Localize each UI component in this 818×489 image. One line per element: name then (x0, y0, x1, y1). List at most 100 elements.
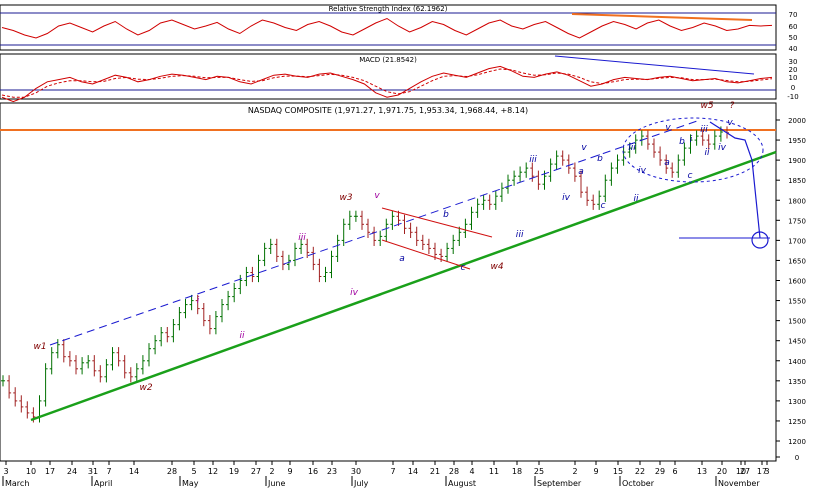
price-tick-label: 1300 (788, 398, 806, 406)
month-label: July (353, 479, 369, 488)
wave-label: ii (633, 194, 639, 204)
rsi-tick-label: 70 (789, 11, 798, 19)
x-tick-label: 18 (512, 467, 522, 476)
price-tick-label: 1750 (788, 217, 806, 225)
rsi-divergence-line (571, 13, 753, 21)
x-tick-label: 14 (129, 467, 139, 476)
x-tick-label: 27 (251, 467, 261, 476)
x-tick-label: 14 (408, 467, 418, 476)
wave-label: a (399, 254, 405, 264)
price-tick-label: 1600 (788, 278, 806, 286)
wave-label: iv (718, 143, 727, 153)
support-trend-line (30, 150, 777, 422)
rsi-title: Relative Strength Index (62.1962) (329, 5, 448, 13)
price-tick-label: 1900 (788, 157, 806, 165)
wave-label: v (581, 143, 587, 153)
x-tick-label: 24 (67, 467, 77, 476)
counter-channel-bottom (381, 239, 471, 270)
macd-tick-label: 0 (791, 84, 795, 92)
wave-label: iv (638, 166, 647, 176)
x-tick-label: 19 (229, 467, 239, 476)
x-tick-label: 2 (572, 467, 577, 476)
wave-label: v (727, 118, 733, 128)
month-label: April (94, 479, 112, 488)
price-tick-label: 1500 (788, 318, 806, 326)
month-label: March (5, 479, 29, 488)
wave-label: b (597, 154, 603, 164)
x-tick-label: 2 (269, 467, 274, 476)
rsi-tick-label: 50 (789, 34, 798, 42)
x-tick-label: 15 (613, 467, 623, 476)
wave-label: a (578, 167, 584, 177)
macd-tick-label: 10 (789, 74, 798, 82)
wave-label: w1 (33, 342, 46, 352)
x-tick-label: 13 (697, 467, 707, 476)
price-tick-label: 1650 (788, 257, 806, 265)
topping-zone-ellipse (622, 117, 764, 183)
macd-title: MACD (21.8542) (359, 56, 417, 64)
wave-label: b (679, 137, 685, 147)
price-tick-label: 2000 (788, 117, 806, 125)
wave-label: v (665, 123, 671, 133)
x-tick-label: 3 (3, 467, 8, 476)
price-tick-label: 1200 (788, 438, 806, 446)
x-tick-label: 4 (469, 467, 474, 476)
x-tick-label: 7 (106, 467, 111, 476)
rsi-panel-frame (0, 4, 777, 51)
price-tick-label: 0 (795, 454, 799, 462)
x-tick-label: 10 (736, 467, 746, 476)
counter-channel-top (381, 207, 493, 238)
wave-label: iv (350, 288, 359, 298)
month-label: October (622, 479, 655, 488)
month-label: November (718, 479, 760, 488)
projection-path (709, 121, 761, 239)
x-tick-label: 12 (208, 467, 218, 476)
x-tick-label: 7 (390, 467, 395, 476)
rsi-tick-label: 60 (789, 23, 798, 31)
wave-label: ii (704, 148, 710, 158)
upper-channel-line (49, 119, 701, 346)
x-tick-label: 29 (655, 467, 665, 476)
wave-label: w4 (490, 262, 503, 272)
price-tick-label: 1800 (788, 197, 806, 205)
wave-label: w3 (339, 193, 352, 203)
x-tick-label: 17 (45, 467, 55, 476)
price-panel: NASDAQ COMPOSITE (1,971.27, 1,971.75, 1,… (0, 101, 806, 462)
x-tick-label: 23 (327, 467, 337, 476)
x-tick-label: 16 (308, 467, 318, 476)
rsi-panel: Relative Strength Index (62.1962) 70 60 50… (0, 4, 798, 53)
macd-tick-label: 20 (789, 66, 798, 74)
x-tick-label: 6 (672, 467, 677, 476)
macd-tick-label: 30 (789, 58, 798, 66)
wave-label: a (664, 158, 670, 168)
x-tick-label: 25 (534, 467, 544, 476)
wave-label: ? (730, 101, 735, 111)
x-tick-label: 5 (191, 467, 196, 476)
x-tick-label: 11 (489, 467, 499, 476)
price-tick-label: 1250 (788, 418, 806, 426)
target-circle (751, 231, 769, 249)
wave-label: ii (518, 230, 524, 240)
x-tick-label: 28 (449, 467, 459, 476)
x-tick-label: 17 (757, 467, 767, 476)
macd-line (1, 65, 773, 103)
x-tick-label: 3 (764, 467, 769, 476)
wave-label: c (601, 201, 606, 211)
month-label: September (537, 479, 582, 488)
x-tick-label: 10 (26, 467, 36, 476)
wave-label: i (197, 296, 200, 306)
x-tick-label: 31 (88, 467, 98, 476)
wave-label: ii (239, 331, 245, 341)
price-tick-label: 1550 (788, 298, 806, 306)
x-tick-label: 27 (740, 467, 750, 476)
x-tick-label: 9 (593, 467, 598, 476)
price-tick-label: 1950 (788, 137, 806, 145)
macd-tick-label: -10 (787, 93, 798, 101)
wave-label: w5 (700, 101, 713, 111)
macd-signal-line (1, 68, 773, 98)
wave-label: iii (628, 143, 636, 153)
wave-label: i (516, 230, 519, 240)
x-tick-label: 21 (430, 467, 440, 476)
wave-label: c (461, 263, 466, 273)
